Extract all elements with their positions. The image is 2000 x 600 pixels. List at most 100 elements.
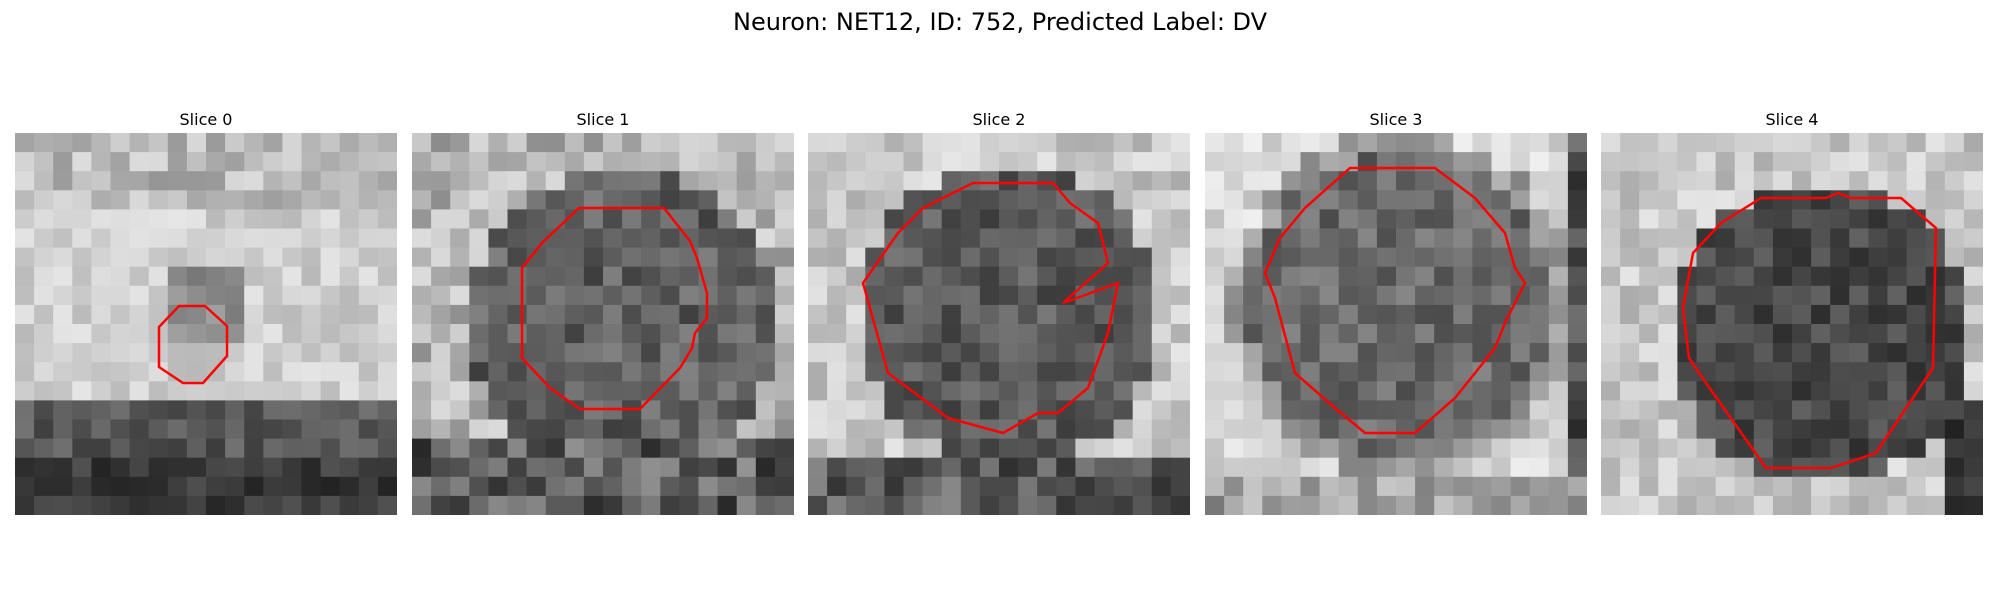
- image-pixel: [1095, 458, 1115, 478]
- image-pixel: [187, 209, 207, 229]
- image-pixel: [1907, 343, 1927, 363]
- image-pixel: [1868, 458, 1888, 478]
- image-pixel: [1830, 286, 1850, 306]
- image-pixel: [1945, 496, 1965, 515]
- image-pixel: [244, 362, 264, 382]
- image-pixel: [1171, 305, 1190, 325]
- image-pixel: [1754, 496, 1774, 515]
- image-pixel: [263, 496, 283, 515]
- image-pixel: [699, 133, 719, 153]
- image-pixel: [168, 496, 188, 515]
- image-pixel: [321, 286, 341, 306]
- image-pixel: [584, 267, 604, 287]
- image-pixel: [1075, 439, 1095, 459]
- image-pixel: [884, 190, 904, 210]
- image-pixel: [302, 381, 322, 401]
- image-pixel: [359, 209, 379, 229]
- image-pixel: [942, 286, 962, 306]
- image-pixel: [1926, 381, 1946, 401]
- image-pixel: [53, 343, 73, 363]
- image-pixel: [111, 420, 131, 440]
- image-pixel: [168, 267, 188, 287]
- image-pixel: [469, 267, 489, 287]
- image-pixel: [718, 305, 738, 325]
- image-pixel: [488, 477, 508, 497]
- image-pixel: [1243, 362, 1263, 382]
- image-pixel: [846, 229, 866, 249]
- image-pixel: [565, 362, 585, 382]
- image-pixel: [91, 477, 111, 497]
- image-pixel: [1549, 477, 1569, 497]
- image-pixel: [1639, 171, 1659, 191]
- image-pixel: [225, 248, 245, 268]
- image-pixel: [942, 362, 962, 382]
- image-pixel: [187, 420, 207, 440]
- image-pixel: [34, 343, 54, 363]
- image-pixel: [168, 400, 188, 420]
- image-pixel: [168, 190, 188, 210]
- image-pixel: [1964, 209, 1983, 229]
- image-pixel: [641, 362, 661, 382]
- image-pixel: [1095, 209, 1115, 229]
- image-pixel: [1152, 420, 1172, 440]
- image-pixel: [1056, 381, 1076, 401]
- image-pixel: [1511, 324, 1531, 344]
- image-pixel: [1281, 133, 1301, 153]
- image-pixel: [1224, 439, 1244, 459]
- image-pixel: [1945, 152, 1965, 172]
- image-pixel: [1339, 229, 1359, 249]
- image-pixel: [1773, 496, 1793, 515]
- image-pixel: [378, 496, 397, 515]
- image-pixel: [1415, 343, 1435, 363]
- image-pixel: [469, 420, 489, 440]
- image-pixel: [1888, 133, 1908, 153]
- image-pixel: [263, 439, 283, 459]
- image-pixel: [15, 458, 35, 478]
- image-pixel: [34, 248, 54, 268]
- image-pixel: [904, 190, 924, 210]
- image-pixel: [1601, 171, 1621, 191]
- image-pixel: [1849, 133, 1869, 153]
- image-pixel: [1811, 133, 1831, 153]
- image-pixel: [34, 420, 54, 440]
- image-pixel: [321, 190, 341, 210]
- image-pixel: [679, 171, 699, 191]
- image-pixel: [904, 133, 924, 153]
- image-pixel: [91, 496, 111, 515]
- image-pixel: [1453, 458, 1473, 478]
- image-pixel: [321, 267, 341, 287]
- image-pixel: [15, 286, 35, 306]
- image-pixel: [1224, 229, 1244, 249]
- image-pixel: [1075, 190, 1095, 210]
- image-pixel: [111, 400, 131, 420]
- image-pixel: [1492, 171, 1512, 191]
- image-pixel: [1945, 209, 1965, 229]
- image-pixel: [359, 305, 379, 325]
- image-pixel: [91, 152, 111, 172]
- image-pixel: [508, 267, 528, 287]
- image-pixel: [808, 458, 828, 478]
- image-pixel: [187, 267, 207, 287]
- image-pixel: [1262, 133, 1282, 153]
- image-pixel: [1037, 248, 1057, 268]
- image-pixel: [641, 248, 661, 268]
- image-pixel: [565, 229, 585, 249]
- slice-title: Slice 2: [808, 108, 1190, 132]
- image-pixel: [1658, 439, 1678, 459]
- image-pixel: [130, 133, 150, 153]
- image-pixel: [378, 420, 397, 440]
- image-pixel: [1549, 496, 1569, 515]
- image-pixel: [1133, 343, 1153, 363]
- image-pixel: [412, 343, 432, 363]
- image-pixel: [1133, 439, 1153, 459]
- image-pixel: [1171, 381, 1190, 401]
- image-pixel: [1133, 305, 1153, 325]
- image-pixel: [187, 439, 207, 459]
- image-pixel: [91, 420, 111, 440]
- image-pixel: [1530, 477, 1550, 497]
- image-pixel: [775, 267, 794, 287]
- image-pixel: [282, 439, 302, 459]
- image-pixel: [1114, 190, 1134, 210]
- image-pixel: [1716, 229, 1736, 249]
- image-pixel: [1262, 343, 1282, 363]
